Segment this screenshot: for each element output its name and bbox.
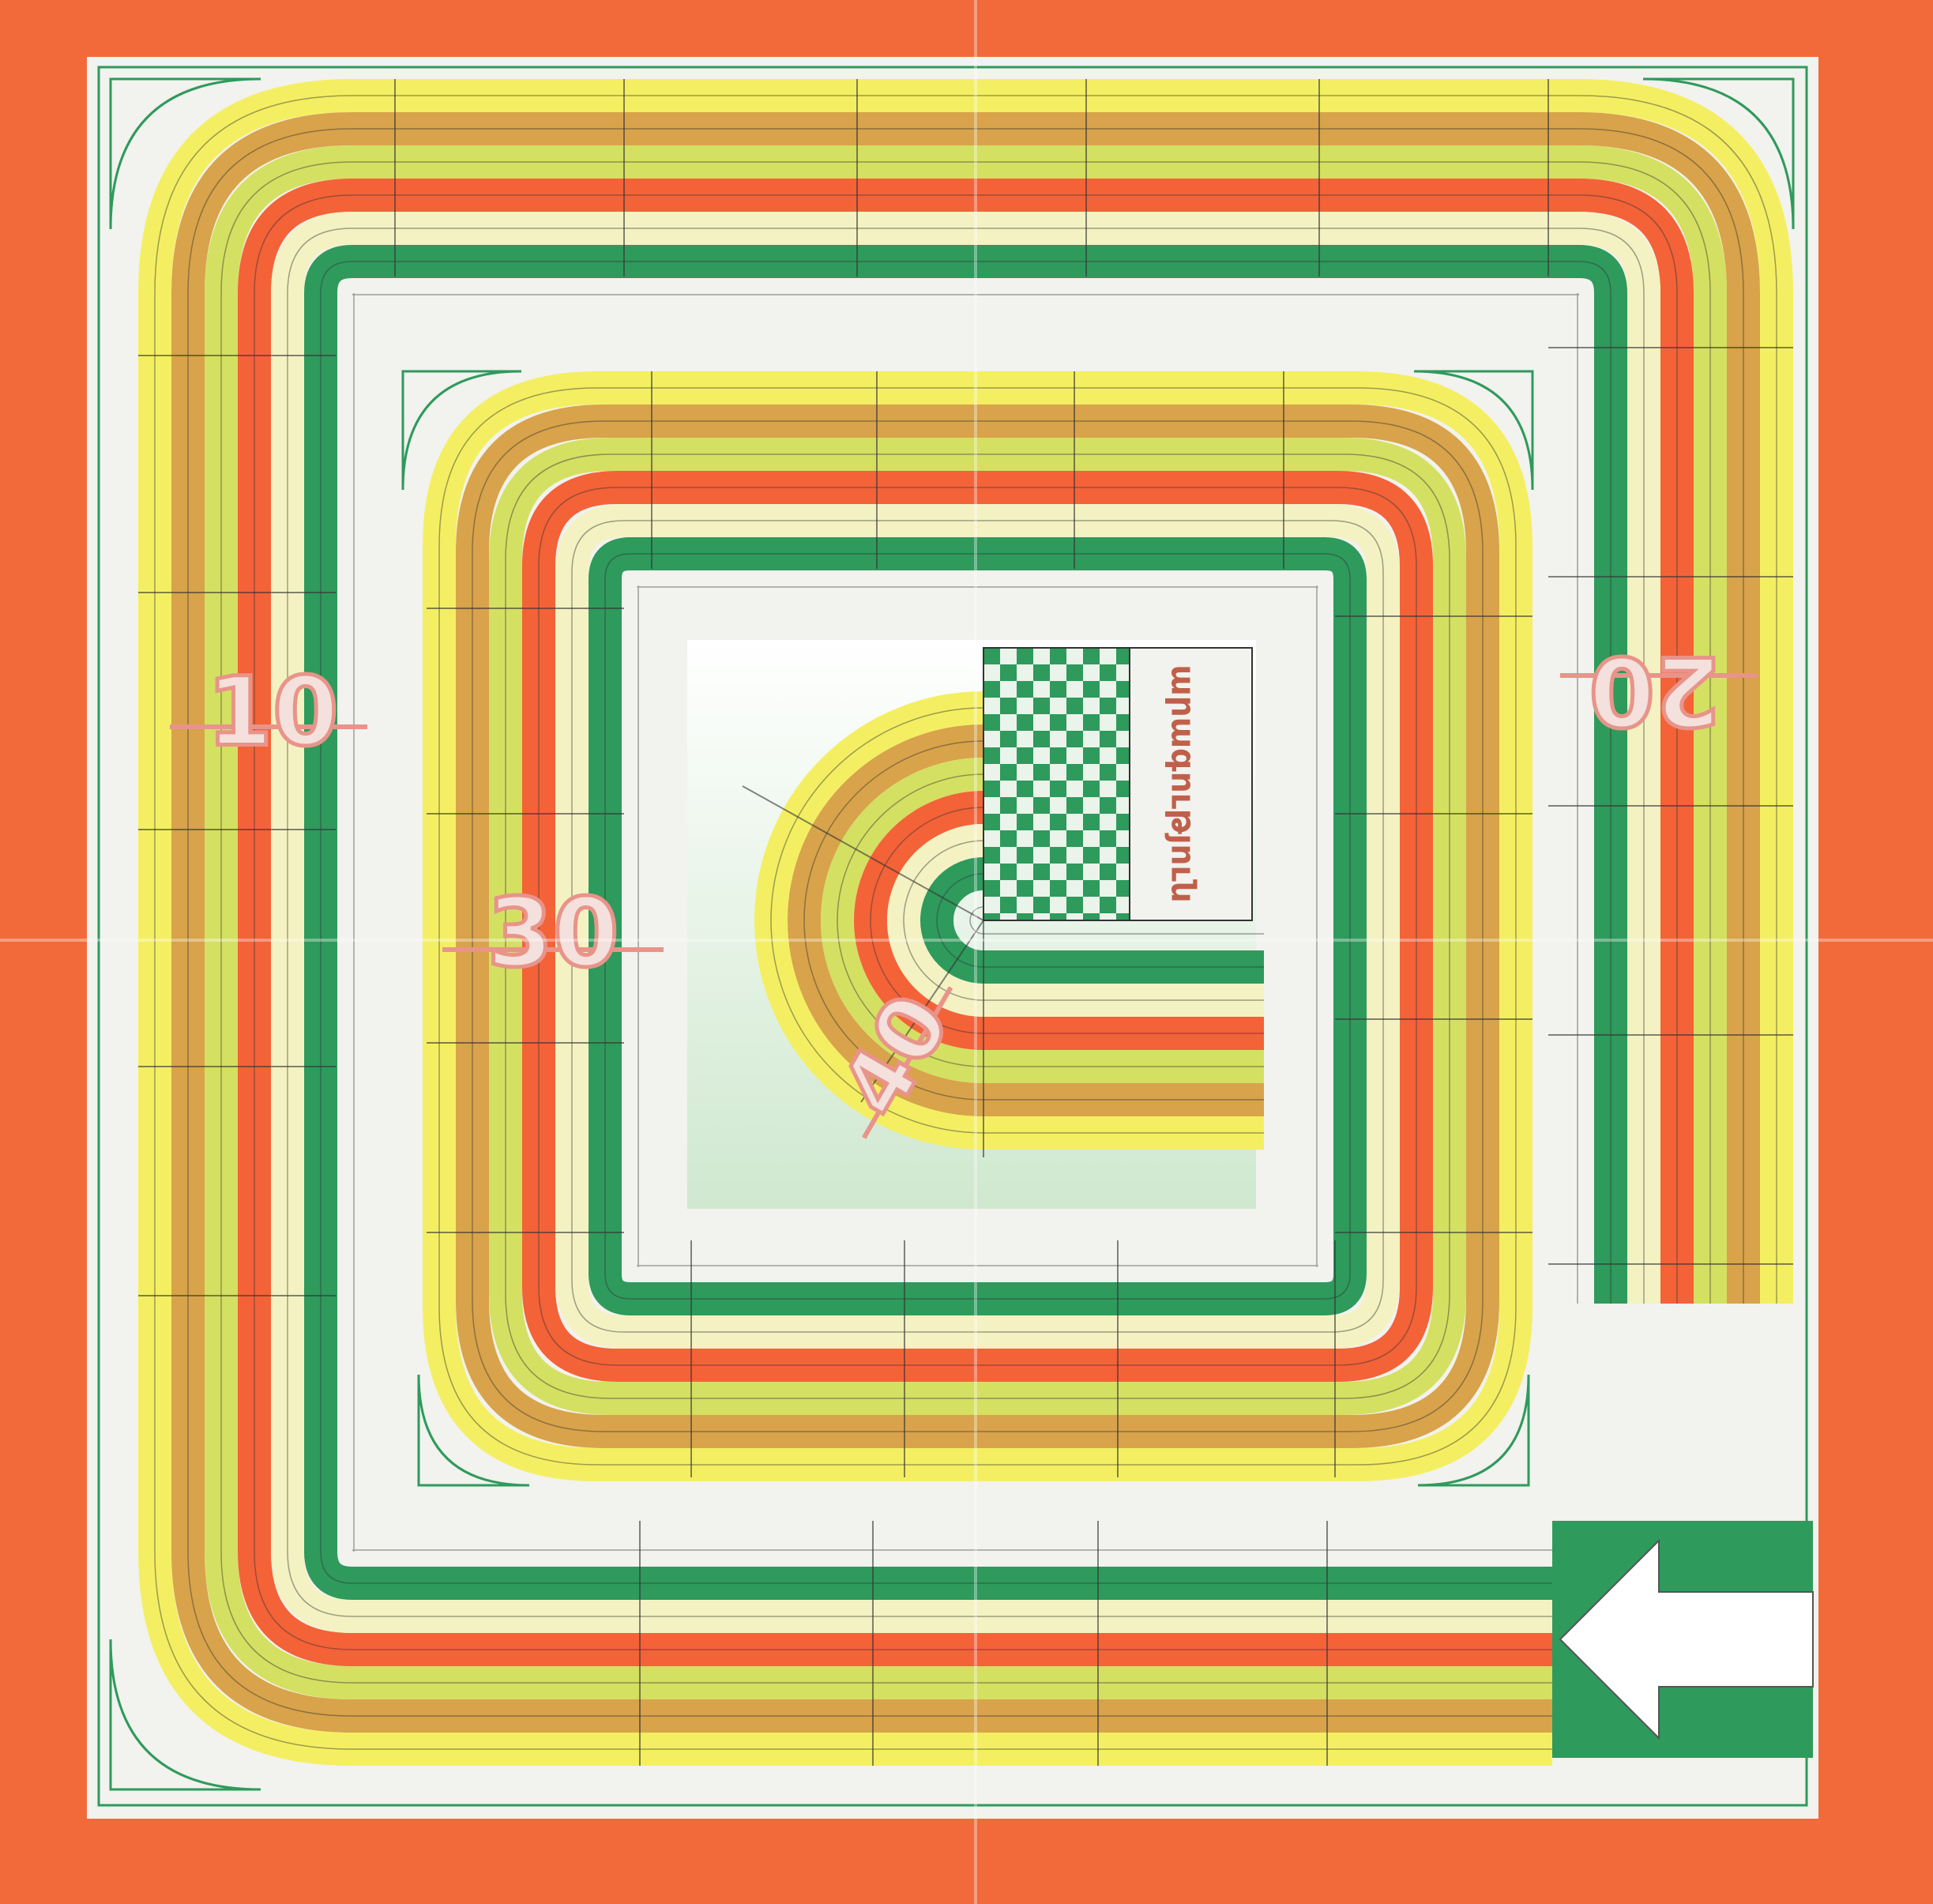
lane-divider xyxy=(969,906,1264,935)
marker-30: 30 xyxy=(442,877,664,991)
cell-divider xyxy=(742,785,984,921)
race-lanes xyxy=(138,79,1793,1766)
lane-divider xyxy=(254,194,1678,1650)
lane-divider xyxy=(438,387,1517,1466)
lane-divider xyxy=(936,873,1264,968)
lane-divider xyxy=(637,585,1318,1267)
lane-divider xyxy=(220,161,1711,1684)
lane-dividers xyxy=(138,79,1793,1766)
lane-3-1 xyxy=(754,691,1264,1150)
lane-divider xyxy=(571,520,1384,1333)
lane-divider xyxy=(870,807,1264,1034)
lane-1-5 xyxy=(271,212,1660,1633)
lane-2-4 xyxy=(522,471,1433,1382)
cell-divider xyxy=(860,920,984,1103)
arrow-left-icon xyxy=(1559,1538,1814,1740)
lane-2-6 xyxy=(589,537,1367,1315)
lane-2-1 xyxy=(423,371,1532,1481)
lane-1-3 xyxy=(205,145,1727,1699)
lane-divider xyxy=(837,773,1264,1067)
lane-3-5 xyxy=(887,824,1264,1017)
lane-divider xyxy=(538,487,1417,1366)
lane-1-1 xyxy=(138,79,1793,1766)
lane-1-6 xyxy=(304,245,1627,1600)
lane-divider xyxy=(352,292,1580,1552)
lane-divider xyxy=(903,840,1264,1001)
lane-divider xyxy=(770,707,1264,1134)
lane-divider xyxy=(803,740,1264,1101)
marker-10: 10 xyxy=(170,656,367,770)
corner-decorations xyxy=(109,77,1795,1791)
finish-label-box xyxy=(1129,647,1253,921)
marker-10-text: 10 xyxy=(207,658,339,768)
lane-divider xyxy=(320,261,1611,1584)
finish-checkered-flag xyxy=(983,647,1130,921)
lane-3-4 xyxy=(854,791,1264,1050)
lane-2-3 xyxy=(489,438,1466,1415)
lane-divider xyxy=(505,453,1450,1399)
lane-2-5 xyxy=(555,504,1400,1349)
lane-divider xyxy=(472,420,1484,1432)
board-frame-line xyxy=(97,66,1808,1807)
lane-3-6 xyxy=(920,857,1264,984)
marker-20-text: 20 xyxy=(1589,634,1721,744)
lane-3-3 xyxy=(821,758,1264,1083)
lane-1-4 xyxy=(238,179,1694,1666)
lane-1-2 xyxy=(171,112,1760,1733)
start-arrow-box xyxy=(1552,1521,1814,1758)
marker-20: 20 xyxy=(1560,633,1758,747)
lane-3-2 xyxy=(788,724,1264,1116)
finish-label: արագություն xyxy=(1164,664,1203,902)
lane-divider xyxy=(154,95,1777,1750)
marker-30-text: 30 xyxy=(487,879,619,989)
lane-divider xyxy=(287,228,1645,1617)
lane-divider xyxy=(187,128,1744,1717)
lane-2-2 xyxy=(456,405,1499,1448)
lane-divider xyxy=(604,553,1351,1300)
